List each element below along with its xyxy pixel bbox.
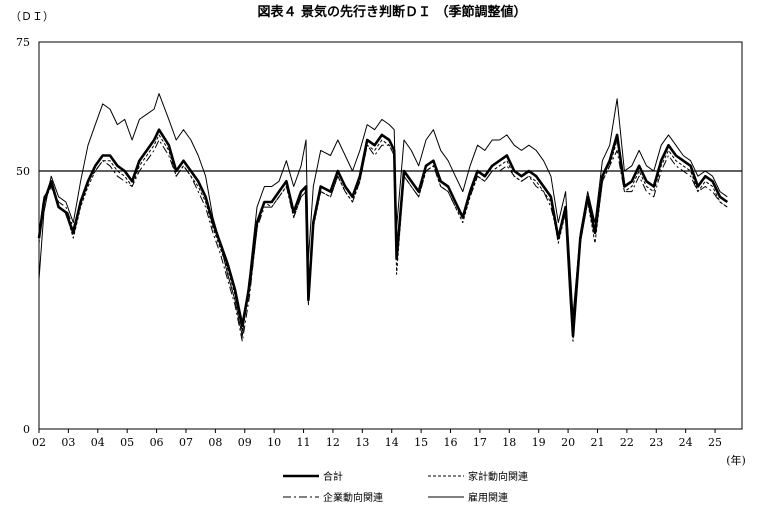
x-tick-label: 08 [208,436,222,449]
x-axis-unit: (年) [726,453,746,467]
y-tick-label: 75 [16,36,30,49]
x-tick-label: 15 [414,436,428,449]
legend-label-1: 合計 [323,470,343,483]
series-line-1 [37,128,729,338]
x-tick-label: 20 [561,436,575,449]
x-tick-label: 24 [679,436,693,449]
x-tick-label: 05 [120,436,134,449]
x-tick-label: 06 [150,436,164,449]
x-tick-label: 03 [61,436,75,449]
legend-label-4: 雇用関連 [468,491,508,504]
x-tick-label: 17 [473,436,487,449]
x-tick-label: 22 [620,436,634,449]
y-tick-label: 50 [16,165,30,178]
x-tick-label: 14 [385,436,399,449]
x-ticks: 02 03 04 05 06 07 08 09 10 11 12 13 14 15 16 17 18 19 20 21… [32,429,722,449]
x-tick-label: 09 [238,436,252,449]
x-tick-label: 13 [355,436,369,449]
plot-frame [38,41,743,430]
x-tick-label: 19 [532,436,546,449]
x-tick-label: 12 [326,436,340,449]
series-line-4 [38,93,728,337]
legend-label-2: 家計動向関連 [468,470,528,483]
x-tick-label: 10 [267,436,281,449]
x-tick-label: 21 [590,436,604,449]
legend-label-3: 企業動向関連 [323,491,383,504]
y-tick-label: 0 [23,423,30,436]
x-tick-label: 02 [32,436,46,449]
chart-title: 図表４ 景気の先行き判断ＤＩ （季節調整値） [257,4,526,20]
x-tick-label: 25 [708,436,722,449]
series-lines [37,93,729,342]
x-tick-label: 18 [502,436,516,449]
x-tick-label: 07 [179,436,193,449]
x-tick-label: 23 [649,436,663,449]
y-ticks: 0 50 75 [16,36,742,436]
x-tick-label: 04 [91,436,105,449]
x-tick-label: 16 [444,436,458,449]
x-tick-label: 11 [297,436,311,449]
series-line-3 [38,139,728,342]
y-axis-label: （ＤＩ） [10,10,54,23]
